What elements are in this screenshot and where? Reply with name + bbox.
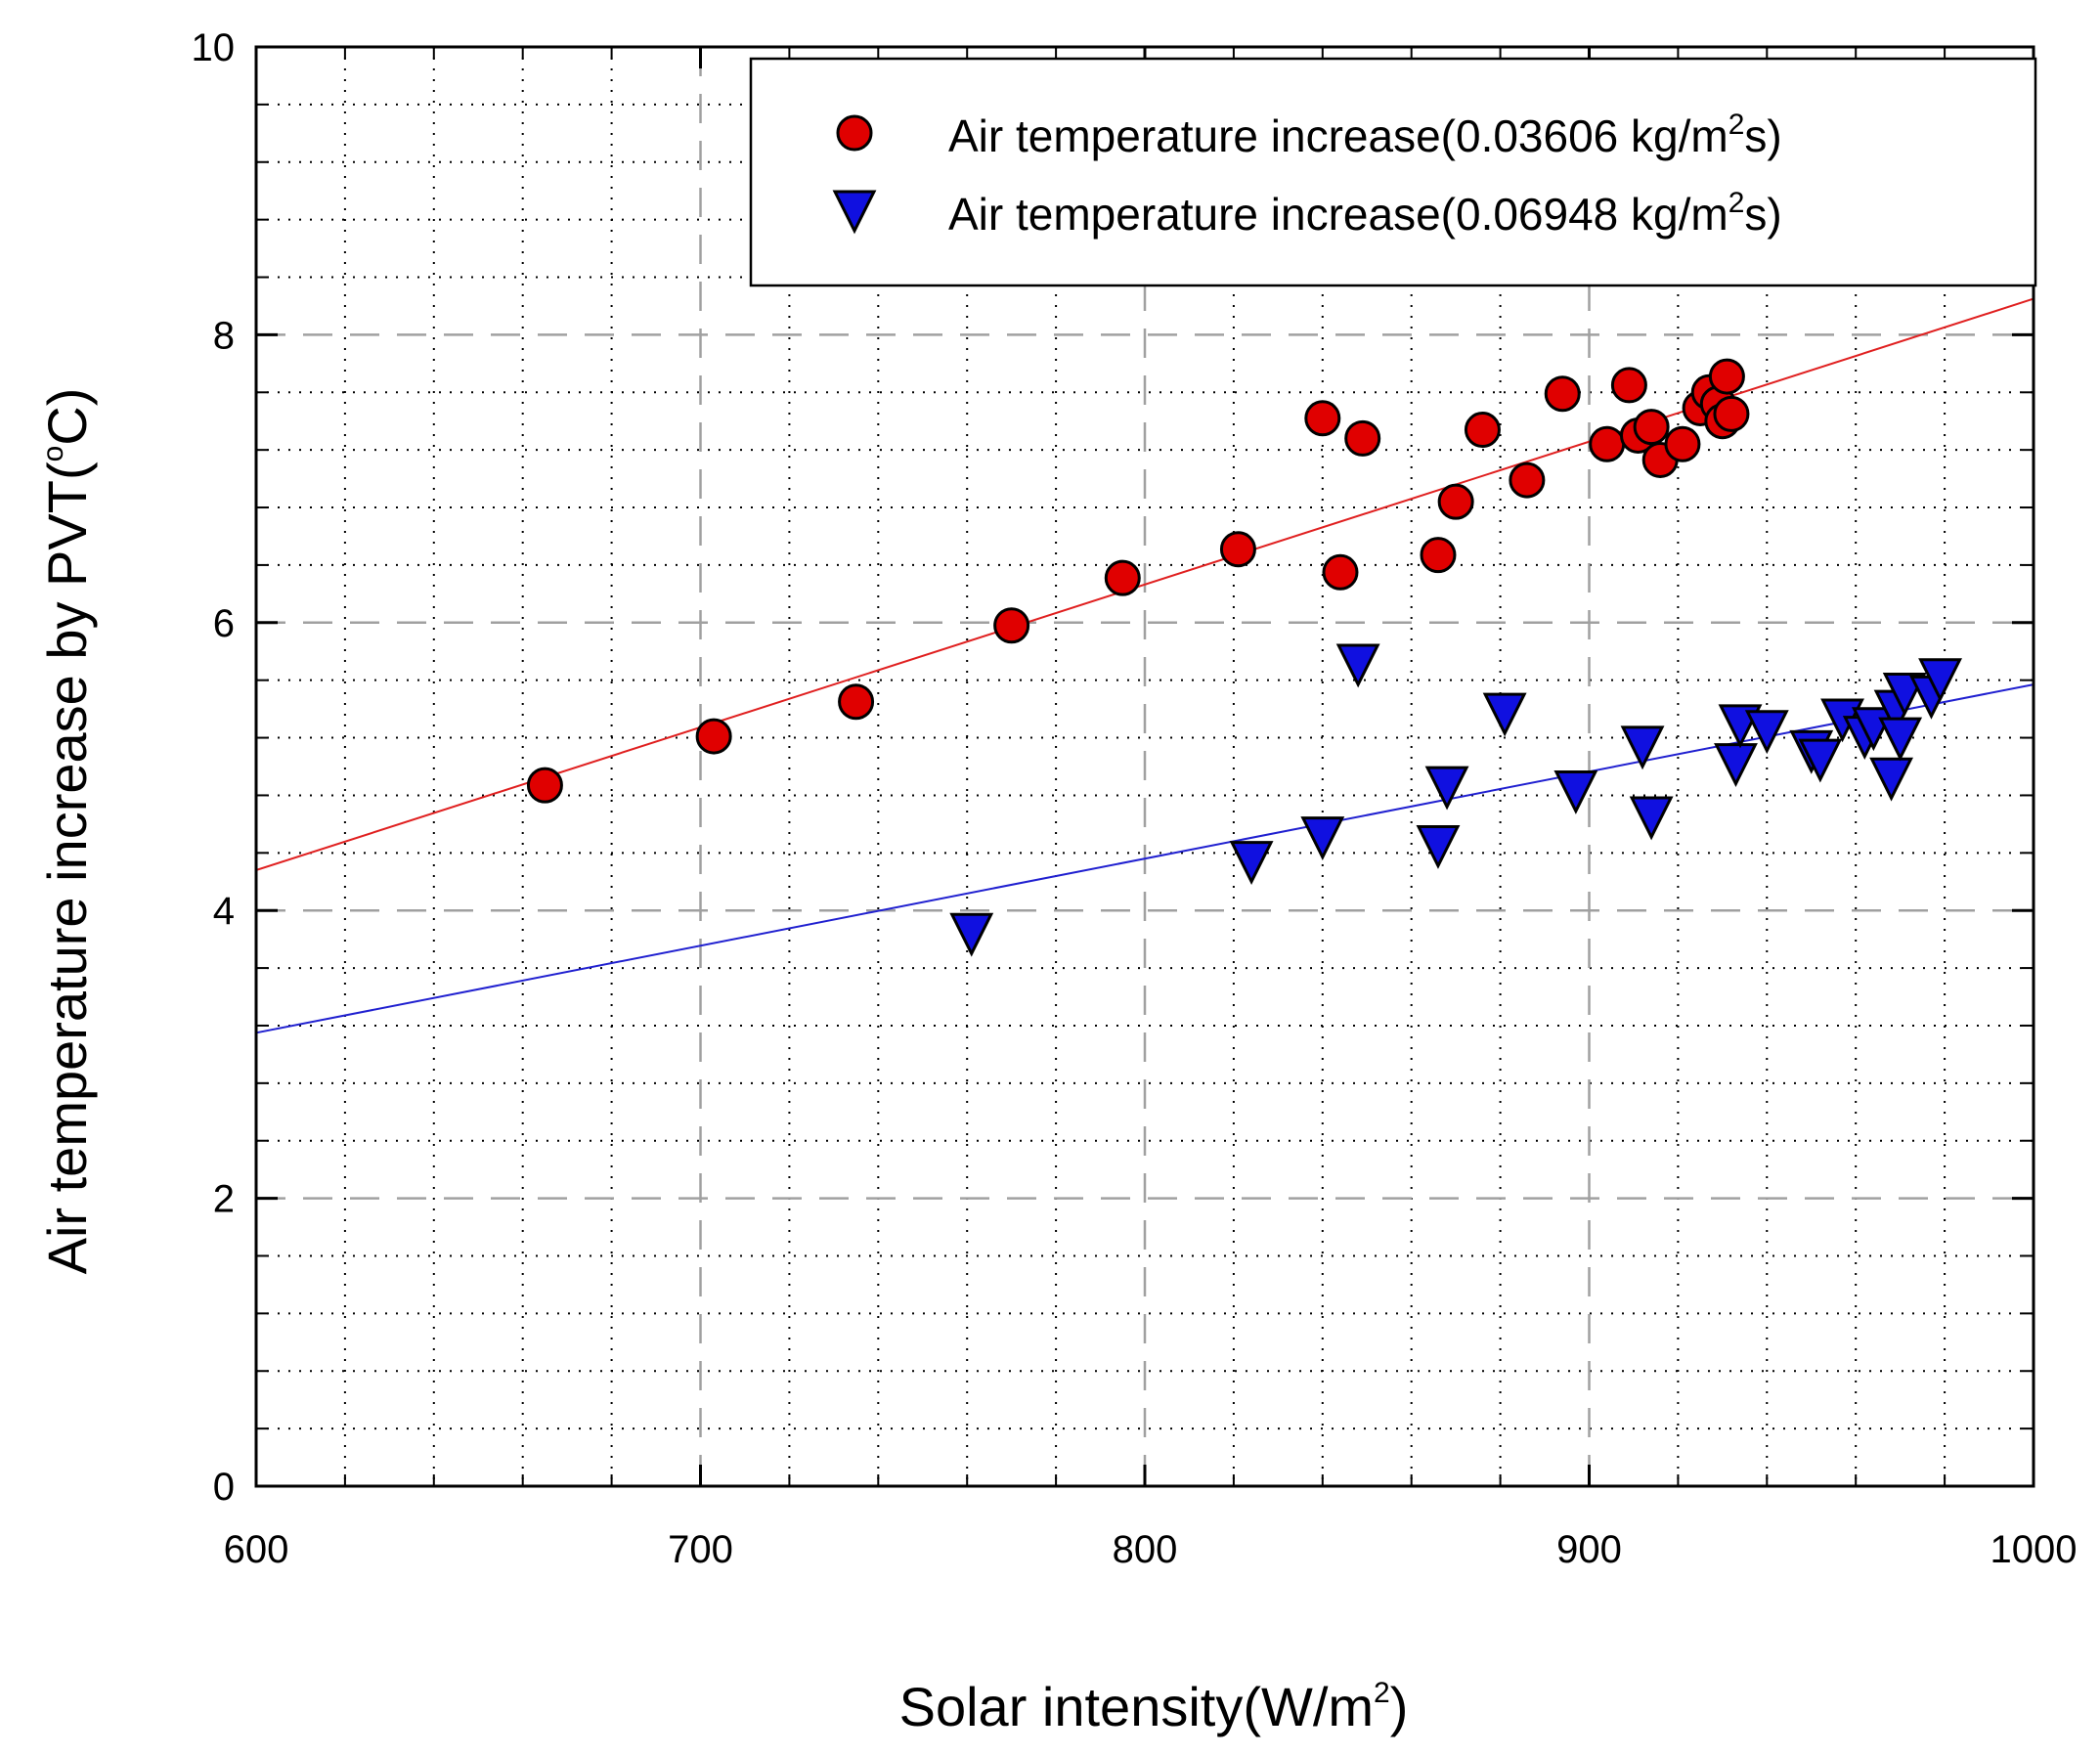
y-tick-label: 8 — [213, 314, 235, 357]
data-point-series-1 — [1713, 395, 1750, 432]
data-point-series-2 — [1300, 816, 1345, 861]
grid — [256, 47, 2034, 1486]
legend-sup-series-1: 2 — [1728, 109, 1745, 141]
data-point-series-2 — [1416, 824, 1461, 869]
data-point-series-1 — [838, 683, 875, 721]
data-point-series-2 — [1553, 770, 1598, 814]
x-tick-label: 900 — [1556, 1528, 1622, 1571]
y-axis-title-text: Air temperature increase by PVT( — [36, 461, 98, 1274]
x-tick-label: 700 — [668, 1528, 733, 1571]
y-tick-label: 0 — [213, 1466, 235, 1509]
data-point-series-1 — [1708, 358, 1745, 395]
legend-entry-series-2: Air temperature increase(0.06948 kg/m2s) — [948, 187, 1782, 240]
data-point-series-1 — [1344, 419, 1381, 457]
legend-symbol-series-2 — [832, 190, 877, 235]
x-tick-label: 1000 — [1991, 1528, 2078, 1571]
data-point-series-1 — [993, 607, 1030, 644]
legend-box — [749, 57, 2037, 287]
data-point-series-1 — [1104, 559, 1141, 596]
data-points — [526, 358, 1962, 957]
data-point-series-2 — [949, 912, 994, 957]
data-point-series-1 — [1420, 537, 1457, 574]
legend-label-series-2: Air temperature increase(0.06948 kg/m — [948, 189, 1728, 240]
y-tick-label: 10 — [192, 26, 236, 69]
data-point-series-2 — [1629, 796, 1674, 841]
data-point-series-2 — [1869, 757, 1913, 802]
data-point-series-1 — [1633, 409, 1670, 446]
y-axis-title: Air temperature increase by PVT(oC) — [36, 388, 98, 1275]
legend: Air temperature increase(0.03606 kg/m2s)… — [749, 57, 2037, 287]
data-point-series-1 — [1509, 461, 1546, 499]
data-point-series-2 — [1335, 643, 1380, 688]
data-point-series-1 — [1464, 412, 1501, 449]
data-point-series-1 — [1544, 375, 1581, 413]
data-point-series-1 — [1589, 425, 1626, 462]
y-axis-title-sup: o — [37, 446, 69, 462]
data-point-series-2 — [1714, 743, 1758, 787]
x-axis-title: Solar intensity(W/m2) — [899, 1676, 1409, 1737]
data-point-series-1 — [1304, 400, 1341, 437]
data-point-series-1 — [1610, 367, 1647, 404]
x-axis-title-text: Solar intensity(W/m — [899, 1676, 1374, 1737]
x-axis-title-sup: 2 — [1374, 1677, 1390, 1709]
data-point-series-2 — [1744, 710, 1789, 755]
y-tick-label: 2 — [213, 1178, 235, 1221]
data-point-series-1 — [1322, 553, 1359, 591]
x-tick-label: 600 — [224, 1528, 289, 1571]
data-point-series-2 — [1878, 717, 1923, 762]
legend-suffix-series-2: s) — [1744, 189, 1781, 240]
legend-marker-circle — [836, 114, 873, 152]
legend-suffix-series-1: s) — [1744, 110, 1781, 161]
y-tick-label: 6 — [213, 602, 235, 645]
y-tick-label: 4 — [213, 890, 235, 933]
y-axis-title-suffix: C) — [36, 388, 98, 446]
data-point-series-1 — [1219, 531, 1256, 568]
axis-ticks: 600 700 800 900 1000 0 2 4 6 8 10 — [192, 26, 2078, 1571]
legend-entry-series-1: Air temperature increase(0.03606 kg/m2s) — [948, 109, 1782, 161]
legend-symbol-series-1 — [836, 114, 873, 152]
trend-line-series-2 — [255, 683, 2034, 1034]
data-point-series-1 — [1664, 425, 1701, 462]
data-point-series-1 — [695, 718, 732, 755]
data-point-series-2 — [1424, 766, 1469, 811]
x-tick-label: 800 — [1113, 1528, 1178, 1571]
data-point-series-2 — [1798, 738, 1843, 783]
data-point-series-2 — [1482, 692, 1527, 737]
data-point-series-2 — [1918, 658, 1962, 703]
data-point-series-1 — [1437, 483, 1474, 520]
data-point-series-1 — [526, 767, 563, 804]
data-point-series-2 — [1229, 841, 1274, 886]
legend-sup-series-2: 2 — [1728, 187, 1745, 219]
data-point-series-2 — [1620, 725, 1665, 770]
legend-label-series-1: Air temperature increase(0.03606 kg/m — [948, 110, 1728, 161]
x-axis-title-suffix: ) — [1390, 1676, 1409, 1737]
legend-marker-triangle — [832, 190, 877, 235]
